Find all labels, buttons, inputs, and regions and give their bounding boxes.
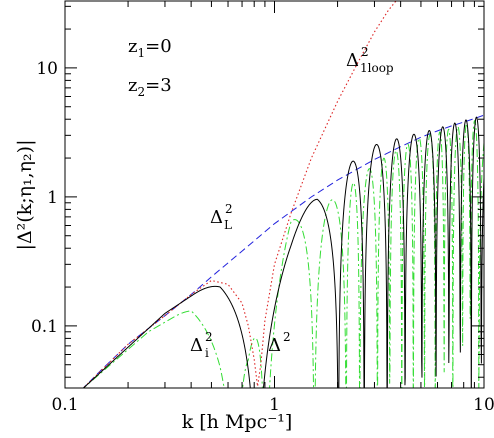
label-delta-total: Δ 2 — [268, 330, 291, 356]
label-delta-1loop: Δ 2 1loop — [346, 45, 394, 75]
svg-text:L: L — [224, 218, 232, 232]
total-power-curve — [82, 116, 484, 388]
interference-term-curve — [82, 119, 484, 388]
svg-text:2: 2 — [361, 45, 369, 59]
annotation-z1: z1=0 — [128, 36, 172, 60]
x-tick-label: 0.1 — [51, 395, 78, 415]
annotation-z2: z2=3 — [128, 75, 172, 99]
svg-text:i: i — [205, 346, 209, 360]
tick-labels: 0.1 1 10 0.1 1 10 — [31, 59, 494, 415]
y-tick-label: 0.1 — [31, 317, 58, 337]
label-delta-L: Δ 2 L — [210, 202, 233, 232]
svg-text:Δ: Δ — [346, 50, 359, 71]
svg-text:Δ: Δ — [268, 335, 281, 356]
y-tick-label: 1 — [47, 188, 58, 208]
svg-text:Δ: Δ — [210, 207, 223, 228]
y-axis-label: |Δ²(k;η₁,η₂)| — [14, 140, 36, 251]
svg-text:2: 2 — [205, 330, 213, 344]
y-tick-label: 10 — [36, 59, 58, 79]
svg-text:1loop: 1loop — [360, 61, 394, 75]
axis-ticks — [64, 1, 484, 388]
x-axis-label: k [h Mpc⁻¹] — [182, 411, 293, 433]
svg-text:Δ: Δ — [190, 335, 203, 356]
x-tick-label: 1 — [269, 395, 280, 415]
data-curves — [82, 1, 484, 388]
x-tick-label: 10 — [473, 395, 494, 415]
svg-text:2: 2 — [283, 330, 291, 344]
svg-text:2: 2 — [225, 202, 233, 216]
label-delta-i: Δ 2 i — [190, 330, 213, 360]
linear-power-curve — [82, 114, 484, 388]
one-loop-curve — [82, 1, 397, 388]
